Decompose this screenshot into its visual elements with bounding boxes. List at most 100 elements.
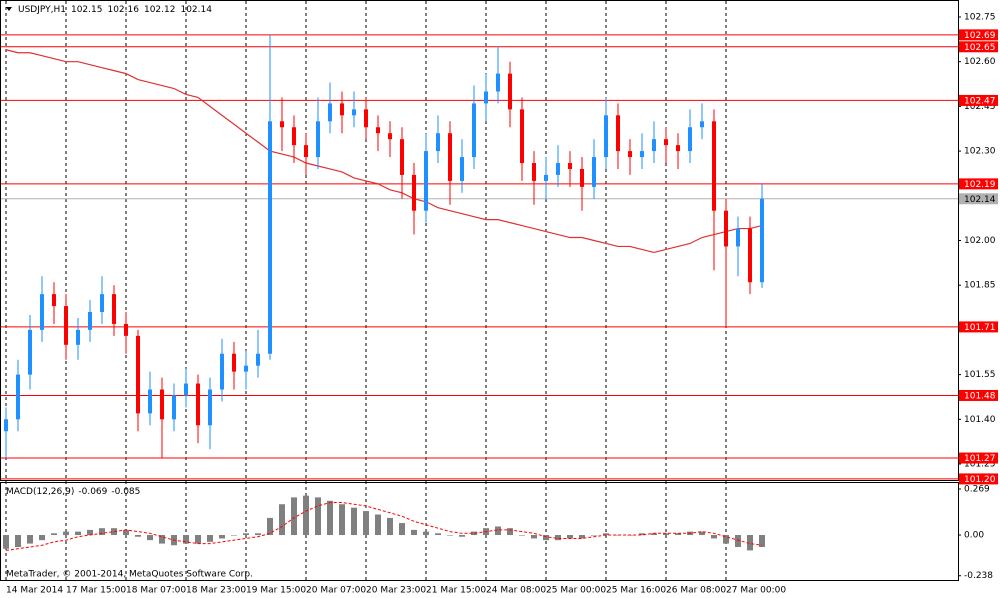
macd-bar xyxy=(75,531,81,536)
macd-bar xyxy=(711,535,717,539)
x-tick-label: 25 Mar 00:00 xyxy=(546,586,606,596)
candle-body xyxy=(424,151,428,211)
macd-bar xyxy=(39,535,45,541)
level-tag xyxy=(959,389,998,401)
x-tick-label: 14 Mar 2014 xyxy=(6,586,63,596)
macd-bar xyxy=(723,535,729,544)
candle-body xyxy=(268,121,272,354)
candle-body xyxy=(304,145,308,158)
moving-average xyxy=(5,49,763,254)
y-tick-label: 102.75 xyxy=(964,12,996,22)
macd-bar xyxy=(591,535,597,536)
macd-bar xyxy=(279,504,285,536)
menu-arrow[interactable] xyxy=(6,7,12,11)
macd-bar xyxy=(303,495,309,536)
copyright: MetaTrader, © 2001-2014, MetaQuotes Soft… xyxy=(6,570,253,580)
candle-body xyxy=(364,109,368,128)
macd-bar xyxy=(219,535,225,539)
x-tick-label: 25 Mar 16:00 xyxy=(606,586,666,596)
level-label: 101.71 xyxy=(964,323,996,333)
y-tick-label: 101.55 xyxy=(964,370,996,380)
symbol: USDJPY,H1 xyxy=(18,5,66,15)
macd-bar xyxy=(651,533,657,536)
candle-body xyxy=(652,139,656,152)
candle-body xyxy=(40,294,44,330)
macd-bar xyxy=(147,535,153,541)
candle-body xyxy=(292,127,296,146)
candle-body xyxy=(244,365,248,372)
candle-body xyxy=(112,294,116,324)
macd-header: MACD(12,26,9) -0.069 -0.085 xyxy=(6,487,140,497)
candle-body xyxy=(328,103,332,122)
candle-body xyxy=(352,109,356,116)
macd-bar xyxy=(267,517,273,536)
candle-body xyxy=(412,174,416,211)
candle-body xyxy=(100,294,104,313)
candle-body xyxy=(604,115,608,158)
candle-body xyxy=(184,383,188,396)
level-tag xyxy=(959,178,998,190)
x-tick-label: 27 Mar 00:00 xyxy=(726,586,786,596)
macd-bar xyxy=(207,535,213,542)
macd-bar xyxy=(759,535,765,547)
macd-bar xyxy=(231,535,237,536)
macd-bar xyxy=(423,531,429,536)
macd-bar xyxy=(663,533,669,536)
candle-body xyxy=(592,157,596,187)
macd-signal xyxy=(5,502,763,551)
candle-body xyxy=(280,121,284,128)
macd-bar xyxy=(447,535,453,536)
candle-body xyxy=(400,139,404,175)
macd-bar xyxy=(315,497,321,536)
macd-bar xyxy=(459,535,465,537)
macd-bar xyxy=(195,535,201,544)
macd-bar xyxy=(123,529,129,536)
macd-bar xyxy=(747,535,753,551)
macd-bar xyxy=(579,535,585,539)
macd-bar xyxy=(699,531,705,536)
macd-bar xyxy=(135,535,141,537)
macd-readout: -0.069 xyxy=(78,487,107,497)
candle-body xyxy=(76,329,80,345)
macd-bar xyxy=(531,535,537,539)
level-label: 101.20 xyxy=(964,475,996,485)
macd-bar xyxy=(351,507,357,536)
candle-body xyxy=(160,389,164,420)
macd-bar xyxy=(27,535,33,544)
macd-bar xyxy=(63,531,69,536)
macd-bar xyxy=(387,517,393,536)
candle-body xyxy=(760,198,764,283)
candle-body xyxy=(736,228,740,247)
macd-bar xyxy=(507,528,513,536)
y-tick-label: 102.45 xyxy=(964,102,996,112)
macd-bar xyxy=(435,533,441,536)
header-value: 102.12 xyxy=(144,5,176,15)
candle-body xyxy=(544,174,548,181)
macd-panel xyxy=(3,495,765,551)
header-value: 102.15 xyxy=(71,5,103,15)
macd-bar xyxy=(543,535,549,541)
candle-body xyxy=(52,294,56,307)
macd-y-tick-label: 0.00 xyxy=(964,531,984,541)
candle-body xyxy=(556,163,560,175)
candle-body xyxy=(700,121,704,128)
candle-body xyxy=(376,127,380,134)
level-label: 102.69 xyxy=(964,31,996,41)
level-label: 102.19 xyxy=(964,180,996,190)
macd-bar xyxy=(471,531,477,536)
x-tick-label: 18 Mar 23:00 xyxy=(186,586,246,596)
candle-body xyxy=(748,228,752,283)
macd-bar xyxy=(3,535,9,549)
header-value: 102.16 xyxy=(107,5,139,15)
level-tag xyxy=(959,29,998,41)
candle-body xyxy=(172,395,176,420)
macd-label: MACD(12,26,9) xyxy=(6,487,74,497)
candle-body xyxy=(664,139,668,146)
level-tag xyxy=(959,94,998,106)
candle-body xyxy=(712,121,716,211)
macd-bar xyxy=(327,500,333,536)
macd-bar xyxy=(363,511,369,536)
level-label: 101.27 xyxy=(964,454,996,464)
